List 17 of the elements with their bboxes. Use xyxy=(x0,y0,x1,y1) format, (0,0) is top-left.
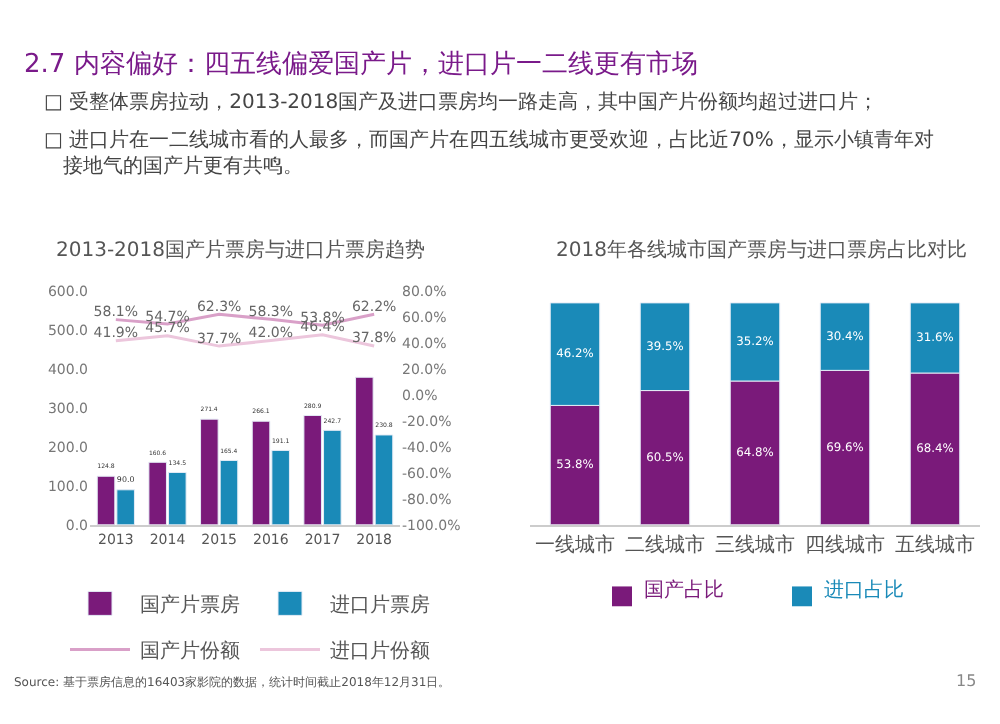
legend-label: 进口占比 xyxy=(824,578,904,602)
legend-label: 进口片份额 xyxy=(330,639,430,664)
legend-label: 进口片票房 xyxy=(330,593,430,618)
text: 15 xyxy=(956,672,977,690)
x-tick-label: 四线城市 xyxy=(805,532,885,557)
chart-title: 2018年各线城市国产票房与进口票房占比对比 xyxy=(556,238,967,262)
legend-label: 国产片票房 xyxy=(140,593,240,618)
x-tick-label: 五线城市 xyxy=(895,532,975,557)
text: □ 进口片在一二线城市看的人最多，而国产片在四五线城市更受欢迎，占比近70%，显示小镇青年对接地气的国产片更有共鸣。 xyxy=(44,128,934,178)
legend-label: 国产片份额 xyxy=(140,639,240,664)
x-tick-label: 二线城市 xyxy=(625,532,705,557)
x-tick-label: 一线城市 xyxy=(535,532,615,557)
text: 2.7 内容偏好：四五线偏爱国产片，进口片一二线更有市场 xyxy=(24,48,698,80)
text: □ 受整体票房拉动，2013-2018国产及进口票房均一路走高，其中国产片份额均超过进口片； xyxy=(44,90,879,114)
chart-title: 2013-2018国产片票房与进口片票房趋势 xyxy=(56,238,426,262)
legend-label: 国产占比 xyxy=(644,578,724,602)
x-tick-label: 三线城市 xyxy=(715,532,795,557)
